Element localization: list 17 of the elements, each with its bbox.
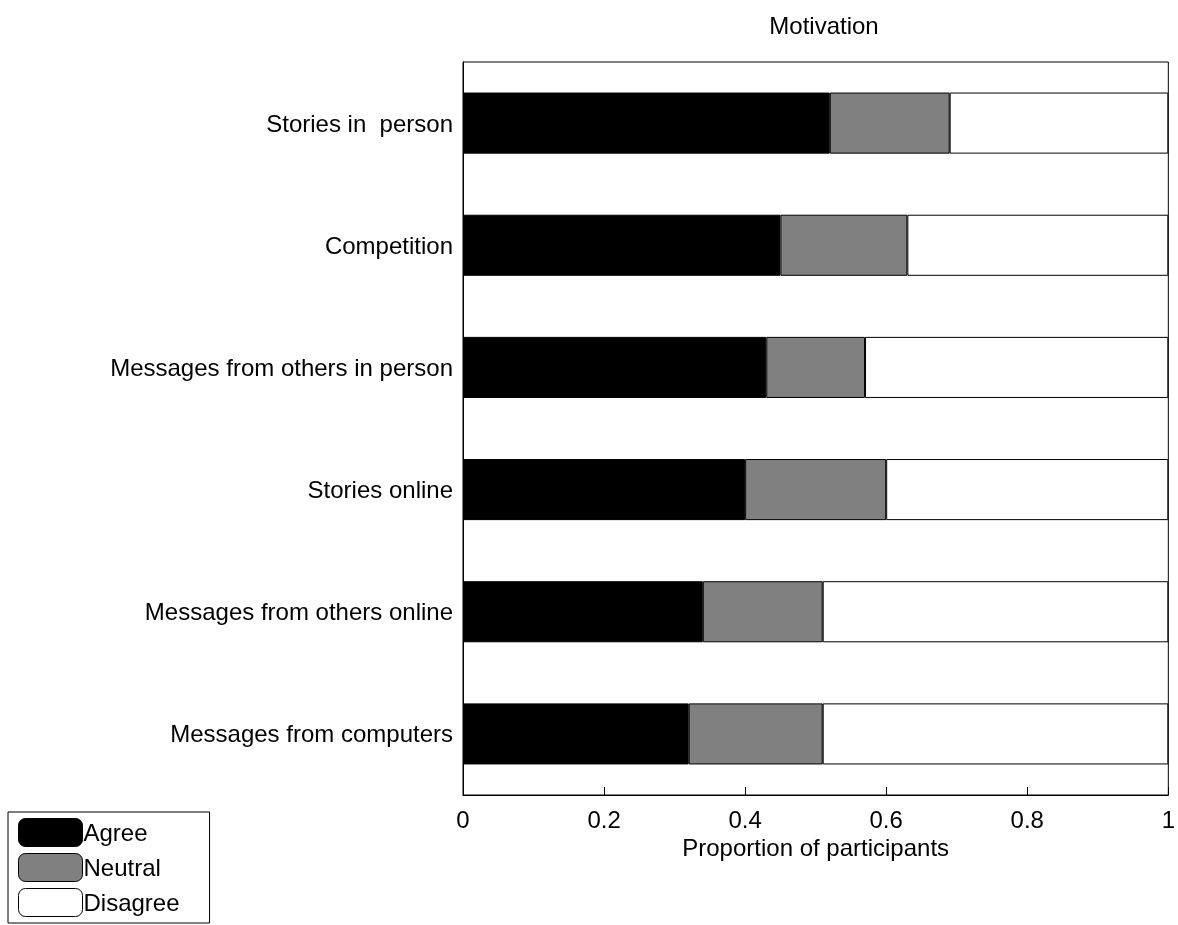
x-tick-label: 0: [456, 805, 470, 833]
y-tick-label: Stories online: [307, 476, 453, 504]
x-tick-label: 0.4: [728, 805, 762, 833]
x-axis-title: Proportion of participants: [682, 834, 950, 862]
x-tick-label: 0.2: [587, 805, 621, 833]
x-tick-label: 1: [1161, 805, 1176, 833]
y-tick-label: Messages from others online: [144, 598, 453, 626]
y-tick-label: Competition: [324, 231, 453, 259]
y-tick-label: Messages from others in person: [110, 353, 453, 381]
x-tick-label: 0.6: [869, 805, 903, 833]
legend-label: Disagree: [83, 889, 180, 916]
chart-title: Motivation: [769, 11, 879, 39]
legend-label: Agree: [83, 819, 148, 846]
y-tick-label: Messages from computers: [170, 720, 453, 748]
y-tick-label: Stories in person: [266, 109, 453, 137]
legend-label: Neutral: [83, 854, 161, 881]
x-tick-label: 0.8: [1010, 805, 1044, 833]
